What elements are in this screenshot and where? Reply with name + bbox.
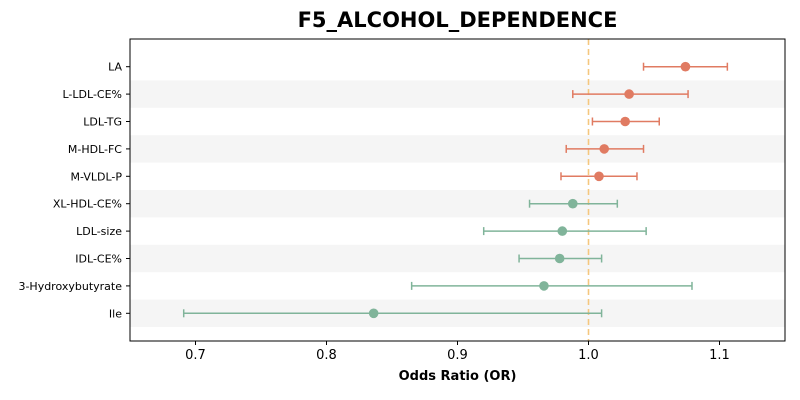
data-marks bbox=[182, 61, 729, 319]
row-band bbox=[130, 190, 785, 218]
x-tick-label: 0.7 bbox=[185, 348, 206, 363]
chart-title: F5_ALCOHOL_DEPENDENCE bbox=[297, 8, 618, 32]
or-point bbox=[624, 89, 634, 99]
y-axis: LA L-LDL-CE% LDL-TG M-HDL-FC M-VLDL-P XL-HDL-… bbox=[18, 61, 130, 320]
x-tick-label: 0.8 bbox=[316, 348, 337, 363]
row-bands bbox=[130, 80, 785, 327]
or-point bbox=[554, 253, 565, 264]
or-point bbox=[680, 61, 691, 72]
y-tick-label: IDL-CE% bbox=[75, 253, 122, 266]
or-point bbox=[599, 144, 610, 154]
y-tick-label: Ile bbox=[109, 307, 122, 320]
y-tick-label: LA bbox=[108, 61, 122, 74]
or-point bbox=[557, 226, 568, 236]
x-tick-label: 1.1 bbox=[709, 348, 730, 363]
or-point bbox=[567, 198, 578, 209]
y-tick-label: L-LDL-CE% bbox=[63, 88, 123, 101]
row-band bbox=[130, 135, 785, 163]
or-point bbox=[539, 281, 549, 291]
or-point bbox=[594, 171, 604, 182]
or-point bbox=[620, 116, 630, 127]
or-point bbox=[368, 308, 379, 319]
y-tick-label: 3-Hydroxybutyrate bbox=[18, 280, 122, 293]
x-tick-label: 0.9 bbox=[447, 348, 468, 363]
y-tick-label: M-VLDL-P bbox=[71, 170, 123, 183]
y-tick-label: LDL-TG bbox=[83, 116, 122, 129]
y-tick-label: M-HDL-FC bbox=[68, 143, 122, 156]
row-band bbox=[130, 244, 785, 273]
x-tick-label: 1.0 bbox=[578, 348, 599, 363]
x-axis: 0.7 0.8 0.9 1.0 1.1 bbox=[185, 341, 730, 363]
y-tick-label: XL-HDL-CE% bbox=[53, 198, 122, 211]
x-axis-label: Odds Ratio (OR) bbox=[399, 369, 517, 384]
y-tick-label: LDL-size bbox=[76, 225, 122, 238]
